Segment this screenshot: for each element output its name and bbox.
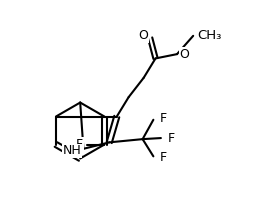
Text: NH: NH	[62, 145, 81, 157]
Text: F: F	[160, 151, 167, 164]
Text: O: O	[138, 29, 148, 42]
Text: CH₃: CH₃	[198, 29, 222, 42]
Text: O: O	[179, 48, 189, 61]
Text: F: F	[76, 138, 83, 151]
Text: F: F	[167, 131, 174, 145]
Text: F: F	[160, 112, 167, 125]
